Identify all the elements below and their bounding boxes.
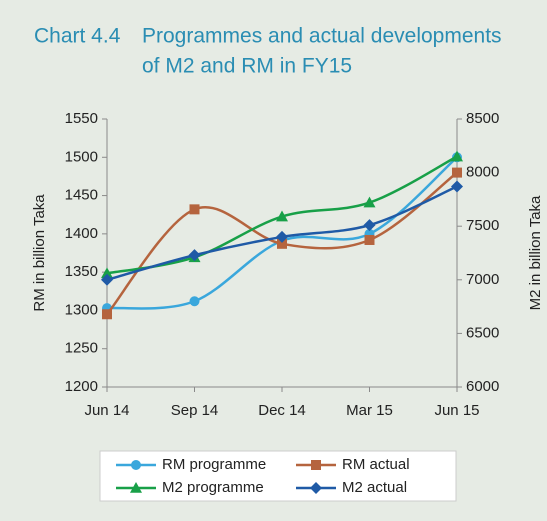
data-point (451, 180, 463, 193)
data-point (451, 150, 463, 162)
legend-marker (131, 460, 141, 470)
legend-marker (310, 482, 322, 494)
y-tick-label: 1550 (65, 110, 98, 127)
data-point (101, 267, 113, 279)
chart-number: Chart 4.4 (34, 25, 121, 48)
y2-tick-label: 6000 (466, 378, 499, 395)
y-axis-label: RM in billion Taka (31, 194, 48, 312)
y2-tick-label: 8000 (466, 164, 499, 181)
x-tick-label: Dec 14 (258, 402, 306, 419)
y-tick-label: 1450 (65, 187, 98, 204)
y2-axis-label: M2 in billion Taka (527, 195, 544, 310)
y-tick-label: 1350 (65, 263, 98, 280)
data-point (189, 296, 200, 307)
y2-tick-label: 6500 (466, 324, 499, 341)
y2-tick-label: 7500 (466, 217, 499, 234)
y-tick-label: 1300 (65, 301, 98, 318)
x-tick-label: Sep 14 (171, 402, 219, 419)
data-point (101, 273, 113, 286)
chart-title: of M2 and RM in FY15 (142, 55, 352, 78)
data-point (276, 230, 288, 243)
legend-box (99, 450, 457, 502)
legend-label: M2 actual (342, 479, 407, 496)
legend-label: RM programme (162, 456, 266, 473)
data-point (188, 249, 201, 262)
legend-marker (130, 482, 142, 493)
data-point (276, 210, 288, 222)
legend-label: RM actual (342, 456, 410, 473)
y-tick-label: 1500 (65, 148, 98, 165)
legend-label: M2 programme (162, 479, 264, 496)
x-tick-label: Mar 15 (346, 402, 393, 419)
y-tick-label: 1400 (65, 225, 98, 242)
data-point (189, 204, 200, 215)
chart-title: Programmes and actual developments (142, 25, 502, 48)
data-point (452, 167, 462, 178)
data-point (277, 238, 287, 249)
legend-marker (311, 460, 321, 470)
x-tick-label: Jun 14 (84, 402, 129, 419)
y-tick-label: 1250 (65, 340, 98, 357)
y2-tick-label: 8500 (466, 110, 499, 127)
y-tick-label: 1200 (65, 378, 98, 395)
x-tick-label: Jun 15 (434, 402, 479, 419)
y2-tick-label: 7000 (466, 271, 499, 288)
data-point (364, 234, 375, 245)
data-point (363, 219, 376, 232)
data-point (363, 196, 376, 208)
data-point (102, 309, 112, 320)
